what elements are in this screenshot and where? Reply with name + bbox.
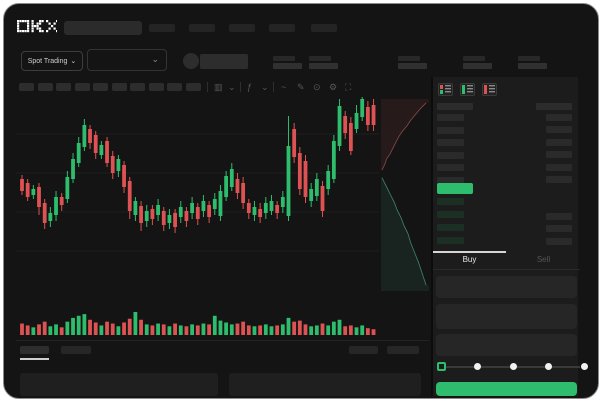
bid-row[interactable] xyxy=(437,224,464,231)
nav-item-placeholder[interactable] xyxy=(149,24,175,32)
line-tool-icon[interactable]: ~ xyxy=(281,82,287,92)
ask-row[interactable] xyxy=(437,176,464,184)
chevron-down-icon[interactable]: ⌄ xyxy=(228,82,236,92)
sell-tab[interactable]: Sell xyxy=(536,255,551,264)
app-window: Spot Trading ⌄ ⌄ ▥ ⌄ ƒ ⌄ ~ ✎ ⊙ ⚙ ⛶ xyxy=(3,3,599,399)
bid-row[interactable] xyxy=(437,198,464,205)
ask-row[interactable] xyxy=(437,139,464,146)
toolbar-divider xyxy=(207,82,208,92)
bottom-tab[interactable] xyxy=(61,346,91,354)
indicators-icon[interactable]: ƒ xyxy=(247,82,253,92)
bid-row[interactable] xyxy=(437,237,464,244)
camera-icon[interactable]: ⊙ xyxy=(313,82,321,92)
slider-stop[interactable] xyxy=(509,363,517,370)
trade-row xyxy=(546,225,572,232)
chevron-down-icon[interactable]: ⌄ xyxy=(261,82,269,92)
stat-value-placeholder xyxy=(463,63,492,69)
timeframe-button[interactable] xyxy=(74,83,90,91)
buy-tab-underline xyxy=(433,251,506,253)
orderbook-panel: Buy Sell xyxy=(431,77,589,396)
timeframe-button[interactable] xyxy=(93,83,108,91)
slider-stop[interactable] xyxy=(581,363,589,370)
pair-selector[interactable]: ⌄ xyxy=(87,49,167,71)
ask-row[interactable] xyxy=(437,126,464,134)
nav-item-placeholder[interactable] xyxy=(311,24,337,32)
okx-logo xyxy=(17,20,57,33)
nav-item-placeholder[interactable] xyxy=(189,24,215,32)
trade-row xyxy=(546,114,572,121)
active-tab-underline xyxy=(20,358,49,360)
orders-panel xyxy=(20,373,218,396)
trade-row xyxy=(546,151,572,158)
ask-row[interactable] xyxy=(437,114,464,121)
stat-label-placeholder xyxy=(398,56,420,61)
buy-submit-button[interactable] xyxy=(436,382,577,396)
price-input[interactable] xyxy=(436,276,577,298)
trade-row xyxy=(546,164,572,171)
toolbar-divider xyxy=(240,82,241,92)
nav-item-placeholder[interactable] xyxy=(229,24,255,32)
timeframe-button[interactable] xyxy=(111,83,127,91)
slider-handle[interactable] xyxy=(437,362,446,371)
search-input[interactable] xyxy=(64,21,142,35)
slider-stop[interactable] xyxy=(473,363,481,370)
nav-item-placeholder[interactable] xyxy=(269,24,295,32)
bottom-tab-active[interactable] xyxy=(20,346,49,354)
amount-input[interactable] xyxy=(436,304,577,329)
trade-row xyxy=(546,213,572,220)
toolbar-divider xyxy=(273,82,274,92)
ask-row[interactable] xyxy=(437,151,464,159)
timeframe-button[interactable] xyxy=(148,83,164,91)
trade-row xyxy=(546,176,572,183)
divider xyxy=(16,340,429,341)
chevron-down-icon: ⌄ xyxy=(70,58,77,65)
book-header-placeholder xyxy=(437,103,473,110)
market-type-selector[interactable]: Spot Trading ⌄ xyxy=(21,51,83,71)
draw-tool-icon[interactable]: ✎ xyxy=(297,82,305,92)
settings-icon[interactable]: ⚙ xyxy=(329,82,338,92)
buy-tab[interactable]: Buy xyxy=(462,255,477,264)
stat-label-placeholder xyxy=(273,56,295,61)
orders-panel xyxy=(229,373,421,396)
bottom-action-placeholder[interactable] xyxy=(349,346,378,354)
trade-row xyxy=(546,139,572,146)
stat-value-placeholder xyxy=(273,63,302,69)
timeframe-button[interactable] xyxy=(167,83,182,91)
timeframe-button[interactable] xyxy=(19,83,34,91)
timeframe-button[interactable] xyxy=(56,83,71,91)
stat-value-placeholder xyxy=(309,63,338,69)
slider-stop[interactable] xyxy=(545,363,553,370)
volume-chart xyxy=(20,312,376,335)
stat-label-placeholder xyxy=(463,56,485,61)
pair-name-placeholder xyxy=(200,54,248,69)
stat-label-placeholder xyxy=(518,56,540,61)
candlestick-chart[interactable] xyxy=(16,96,379,296)
timeframe-button[interactable] xyxy=(185,83,201,91)
depth-chart xyxy=(381,99,429,291)
candle-type-icon[interactable]: ▥ xyxy=(214,82,223,92)
coin-avatar xyxy=(183,53,199,69)
orderbook-view-all-icon[interactable] xyxy=(438,83,453,96)
trade-row xyxy=(546,126,572,133)
ask-row[interactable] xyxy=(437,164,464,171)
total-input[interactable] xyxy=(436,334,577,356)
last-price-badge[interactable] xyxy=(437,183,473,194)
orderbook-view-bids-icon[interactable] xyxy=(460,83,475,96)
timeframe-button[interactable] xyxy=(130,83,145,91)
trades-header-placeholder xyxy=(536,103,572,110)
trade-row xyxy=(546,238,572,245)
market-type-label: Spot Trading xyxy=(27,57,68,65)
timeframe-button[interactable] xyxy=(37,83,53,91)
bid-row[interactable] xyxy=(437,211,464,218)
trade-form-tabs: Buy Sell xyxy=(433,249,580,270)
stat-value-placeholder xyxy=(398,63,427,69)
fullscreen-icon[interactable]: ⛶ xyxy=(345,82,352,92)
bottom-action-placeholder[interactable] xyxy=(387,346,419,354)
stat-value-placeholder xyxy=(518,63,547,69)
orderbook-view-asks-icon[interactable] xyxy=(482,83,497,96)
stat-label-placeholder xyxy=(309,56,331,61)
chevron-down-icon: ⌄ xyxy=(151,54,159,64)
